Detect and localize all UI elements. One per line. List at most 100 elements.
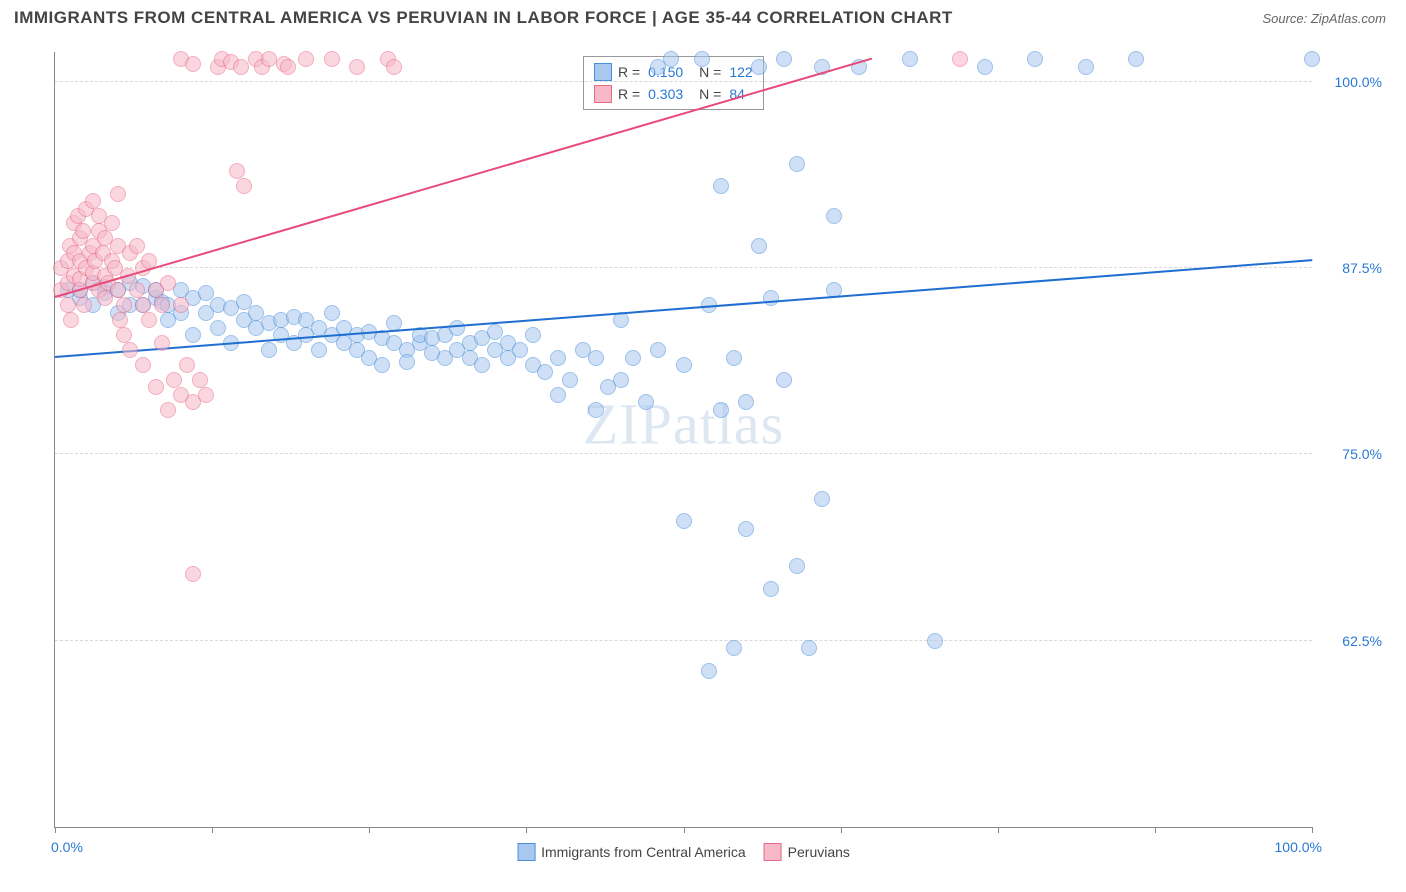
scatter-point <box>229 163 245 179</box>
scatter-point <box>726 640 742 656</box>
scatter-point <box>650 342 666 358</box>
legend-swatch <box>594 63 612 81</box>
scatter-point <box>324 51 340 67</box>
scatter-point <box>613 372 629 388</box>
scatter-point <box>185 327 201 343</box>
y-tick-label: 100.0% <box>1322 74 1382 90</box>
scatter-point <box>814 491 830 507</box>
scatter-point <box>63 312 79 328</box>
scatter-point <box>198 285 214 301</box>
scatter-point <box>512 342 528 358</box>
scatter-point <box>76 297 92 313</box>
scatter-point <box>233 59 249 75</box>
scatter-point <box>525 327 541 343</box>
legend-swatch <box>764 843 782 861</box>
x-tick-mark <box>1312 827 1313 833</box>
scatter-point <box>776 51 792 67</box>
scatter-point <box>374 357 390 373</box>
scatter-point <box>399 354 415 370</box>
scatter-point <box>449 320 465 336</box>
gridline-h <box>55 453 1312 454</box>
legend-r-value: 0.303 <box>648 86 683 102</box>
scatter-point <box>135 297 151 313</box>
scatter-point <box>676 513 692 529</box>
chart-header: IMMIGRANTS FROM CENTRAL AMERICA VS PERUV… <box>0 0 1406 32</box>
y-tick-label: 62.5% <box>1322 633 1382 649</box>
scatter-point <box>588 350 604 366</box>
scatter-point <box>550 387 566 403</box>
series-legend-item: Peruvians <box>764 843 850 861</box>
x-tick-mark <box>841 827 842 833</box>
chart-title: IMMIGRANTS FROM CENTRAL AMERICA VS PERUV… <box>14 8 953 28</box>
gridline-h <box>55 81 1312 82</box>
scatter-point <box>173 297 189 313</box>
scatter-point <box>116 327 132 343</box>
x-tick-mark <box>55 827 56 833</box>
scatter-point <box>562 372 578 388</box>
y-tick-label: 75.0% <box>1322 446 1382 462</box>
scatter-point <box>110 186 126 202</box>
scatter-point <box>1304 51 1320 67</box>
scatter-point <box>160 402 176 418</box>
y-tick-label: 87.5% <box>1322 260 1382 276</box>
scatter-point <box>801 640 817 656</box>
x-axis-max-label: 100.0% <box>1275 839 1322 855</box>
x-tick-mark <box>212 827 213 833</box>
scatter-point <box>129 282 145 298</box>
scatter-point <box>60 297 76 313</box>
scatter-point <box>110 282 126 298</box>
gridline-h <box>55 267 1312 268</box>
scatter-point <box>116 297 132 313</box>
scatter-point <box>280 59 296 75</box>
x-tick-mark <box>1155 827 1156 833</box>
gridline-h <box>55 640 1312 641</box>
x-tick-mark <box>369 827 370 833</box>
trend-line <box>55 58 873 298</box>
scatter-point <box>185 566 201 582</box>
scatter-point <box>185 56 201 72</box>
scatter-point <box>154 335 170 351</box>
scatter-point <box>198 387 214 403</box>
scatter-point <box>129 238 145 254</box>
scatter-point <box>713 178 729 194</box>
scatter-point <box>1128 51 1144 67</box>
x-tick-mark <box>998 827 999 833</box>
scatter-point <box>625 350 641 366</box>
scatter-point <box>75 223 91 239</box>
scatter-point <box>166 372 182 388</box>
scatter-point <box>638 394 654 410</box>
scatter-point <box>261 51 277 67</box>
legend-r-label: R = <box>618 64 640 80</box>
scatter-point <box>141 312 157 328</box>
scatter-point <box>902 51 918 67</box>
series-legend: Immigrants from Central America Peruvians <box>517 843 850 861</box>
scatter-point <box>676 357 692 373</box>
scatter-point <box>160 275 176 291</box>
legend-n-label: N = <box>699 86 721 102</box>
legend-n-value: 122 <box>729 64 752 80</box>
scatter-point <box>311 342 327 358</box>
scatter-point <box>349 59 365 75</box>
legend-swatch <box>594 85 612 103</box>
scatter-point <box>763 581 779 597</box>
scatter-point <box>977 59 993 75</box>
scatter-point <box>826 208 842 224</box>
scatter-point <box>789 156 805 172</box>
scatter-point <box>122 342 138 358</box>
scatter-point <box>112 312 128 328</box>
scatter-point <box>588 402 604 418</box>
scatter-point <box>751 238 767 254</box>
x-tick-mark <box>526 827 527 833</box>
series-legend-item: Immigrants from Central America <box>517 843 746 861</box>
stats-legend-row: R =0.303N =84 <box>594 83 753 105</box>
scatter-point <box>763 290 779 306</box>
scatter-point <box>726 350 742 366</box>
x-tick-mark <box>684 827 685 833</box>
scatter-point <box>1078 59 1094 75</box>
legend-swatch <box>517 843 535 861</box>
plot-area: ZIPatlas R =0.150N =122R =0.303N =84 0.0… <box>54 52 1312 828</box>
series-legend-label: Immigrants from Central America <box>541 844 746 860</box>
scatter-point <box>386 59 402 75</box>
scatter-point <box>210 320 226 336</box>
scatter-point <box>927 633 943 649</box>
